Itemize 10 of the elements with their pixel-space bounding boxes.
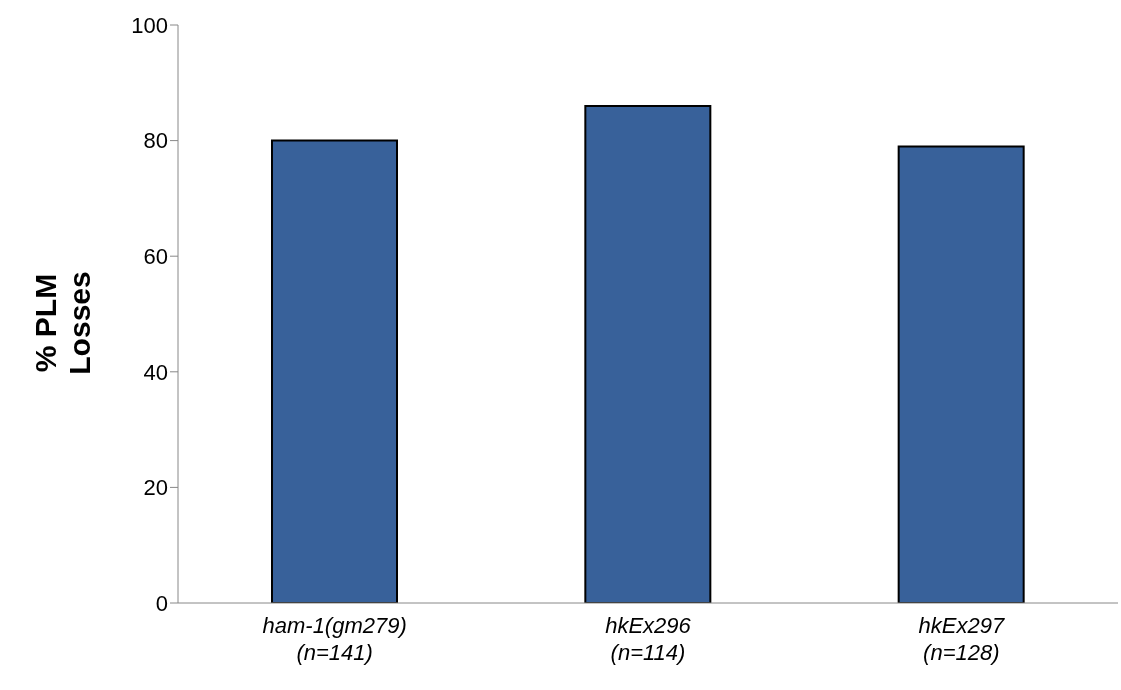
y-tick-label: 0	[155, 590, 168, 616]
x-tick-label: hkEx296 (n=114)	[605, 613, 692, 665]
y-tick-label: 40	[143, 359, 168, 385]
y-tick-label: 20	[143, 475, 168, 501]
y-tick-label: 80	[143, 128, 168, 154]
y-tick-label: 100	[131, 12, 168, 38]
x-tick-label: hkEx297 (n=128)	[918, 613, 1005, 665]
y-tick-label: 60	[143, 244, 168, 270]
x-tick-label: ham-1(gm279) (n=141)	[262, 613, 407, 665]
y-axis-title: % PLM Losses	[29, 271, 96, 375]
